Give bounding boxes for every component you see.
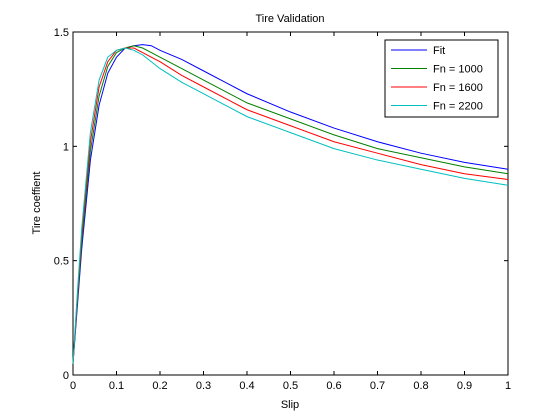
legend-label-1: Fit: [433, 45, 445, 57]
y-tick-label: 0.5: [54, 256, 69, 268]
y-tick-label: 1.5: [54, 27, 69, 39]
x-axis-label: Slip: [281, 399, 299, 411]
x-tick-label: 0.1: [109, 380, 124, 392]
x-tick-label: 0.2: [152, 380, 167, 392]
x-tick-label: 0.4: [239, 380, 254, 392]
x-tick-label: 1: [505, 380, 511, 392]
x-tick-label: 0.9: [457, 380, 472, 392]
x-tick-label: 0.3: [196, 380, 211, 392]
x-tick-label: 0.8: [413, 380, 428, 392]
y-tick-label: 0: [63, 370, 69, 382]
legend: Fit Fn = 1000 Fn = 1600 Fn = 2200: [385, 40, 498, 117]
x-tick-label: 0.5: [283, 380, 298, 392]
legend-label-4: Fn = 2200: [433, 101, 483, 113]
x-tick-label: 0.7: [370, 380, 385, 392]
x-tick-label: 0: [70, 380, 76, 392]
legend-label-3: Fn = 1600: [433, 82, 483, 94]
legend-label-2: Fn = 1000: [433, 64, 483, 76]
y-tick-label: 1: [63, 141, 69, 153]
x-tick-label: 0.6: [326, 380, 341, 392]
y-axis-label: Tire coeffient: [31, 172, 43, 235]
chart-title: Tire Validation: [255, 13, 324, 25]
